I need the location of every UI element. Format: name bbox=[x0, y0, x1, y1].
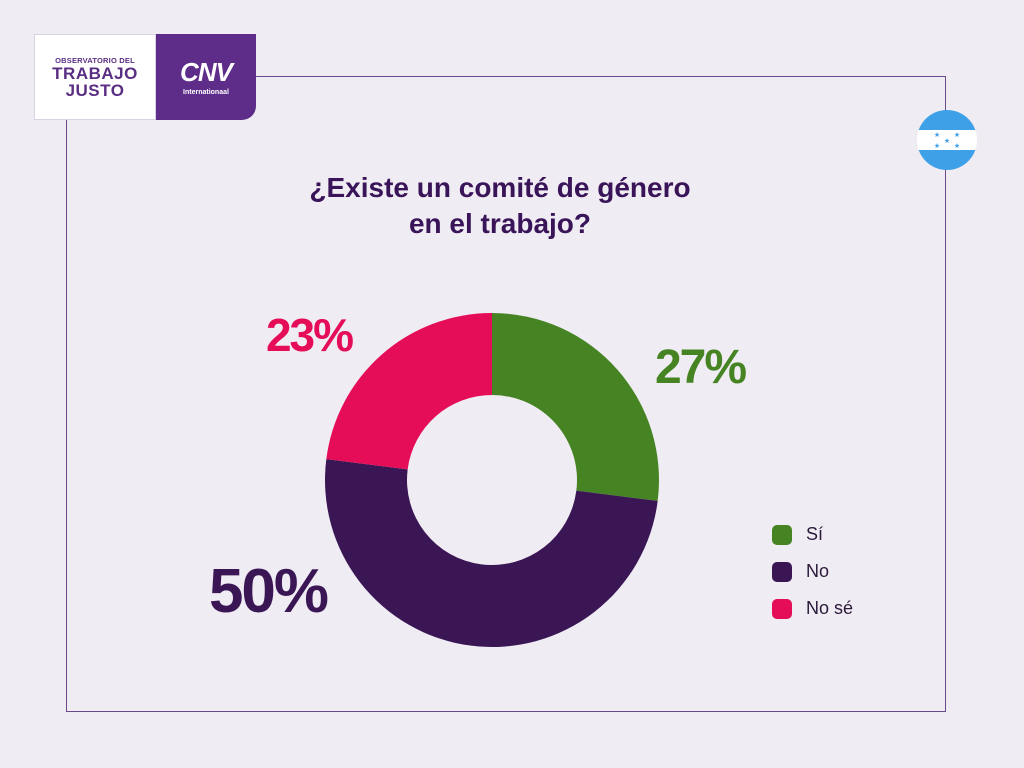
chart-title-line-1: ¿Existe un comité de género bbox=[309, 172, 691, 203]
legend-swatch bbox=[772, 524, 792, 545]
legend-item-2: No bbox=[772, 553, 853, 590]
legend-label: No bbox=[806, 561, 830, 581]
legend-label: No sé bbox=[806, 598, 854, 618]
logo-line-2: JUSTO bbox=[65, 80, 125, 100]
svg-text:★: ★ bbox=[934, 142, 940, 150]
donut-slice-1 bbox=[492, 313, 660, 501]
logo-line-1: TRABAJO bbox=[52, 63, 138, 83]
cnv-subtitle: Internationaal bbox=[183, 88, 229, 96]
logo: OBSERVATORIO DEL TRABAJO JUSTO CNV Inter… bbox=[34, 34, 256, 120]
svg-text:★: ★ bbox=[934, 131, 940, 139]
data-label-3: 23% bbox=[266, 309, 353, 361]
legend: Sí No No sé bbox=[772, 516, 853, 627]
legend-item-1: Sí bbox=[772, 516, 853, 553]
donut-slice-2 bbox=[324, 459, 658, 647]
svg-text:★: ★ bbox=[944, 137, 950, 145]
observatorio-logo: OBSERVATORIO DEL TRABAJO JUSTO bbox=[34, 34, 156, 120]
cnv-logo: CNV Internationaal bbox=[156, 34, 256, 120]
legend-swatch bbox=[772, 598, 792, 619]
cnv-mark: CNV bbox=[180, 56, 233, 87]
data-label-2: 50% bbox=[209, 557, 328, 626]
chart-frame bbox=[66, 76, 946, 712]
svg-text:★: ★ bbox=[954, 142, 960, 150]
svg-text:★: ★ bbox=[954, 131, 960, 139]
honduras-flag-icon: ★ ★ ★ ★ ★ bbox=[917, 110, 977, 170]
donut-slice-3 bbox=[326, 313, 492, 470]
legend-swatch bbox=[772, 561, 792, 582]
data-label-1: 27% bbox=[655, 341, 746, 394]
chart-title: ¿Existe un comité de género en el trabaj… bbox=[200, 170, 800, 242]
logo-small-text: OBSERVATORIO DEL bbox=[55, 55, 135, 65]
chart-title-line-2: en el trabajo? bbox=[408, 208, 592, 239]
legend-label: Sí bbox=[806, 524, 824, 544]
legend-item-3: No sé bbox=[772, 590, 853, 627]
